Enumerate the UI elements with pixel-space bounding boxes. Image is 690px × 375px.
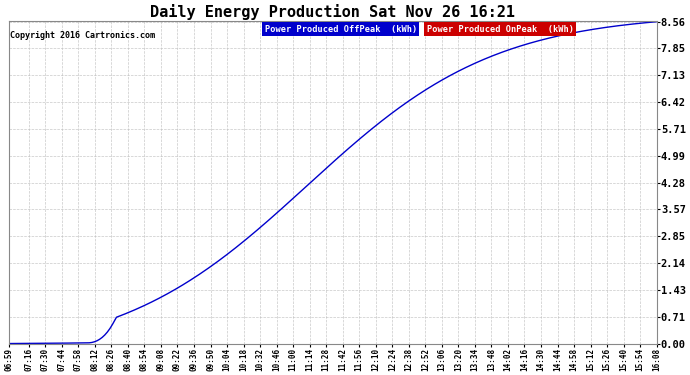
Text: Power Produced OffPeak  (kWh): Power Produced OffPeak (kWh) (265, 24, 417, 33)
Text: Power Produced OnPeak  (kWh): Power Produced OnPeak (kWh) (426, 24, 573, 33)
Title: Daily Energy Production Sat Nov 26 16:21: Daily Energy Production Sat Nov 26 16:21 (150, 4, 515, 20)
Text: Copyright 2016 Cartronics.com: Copyright 2016 Cartronics.com (10, 31, 155, 40)
